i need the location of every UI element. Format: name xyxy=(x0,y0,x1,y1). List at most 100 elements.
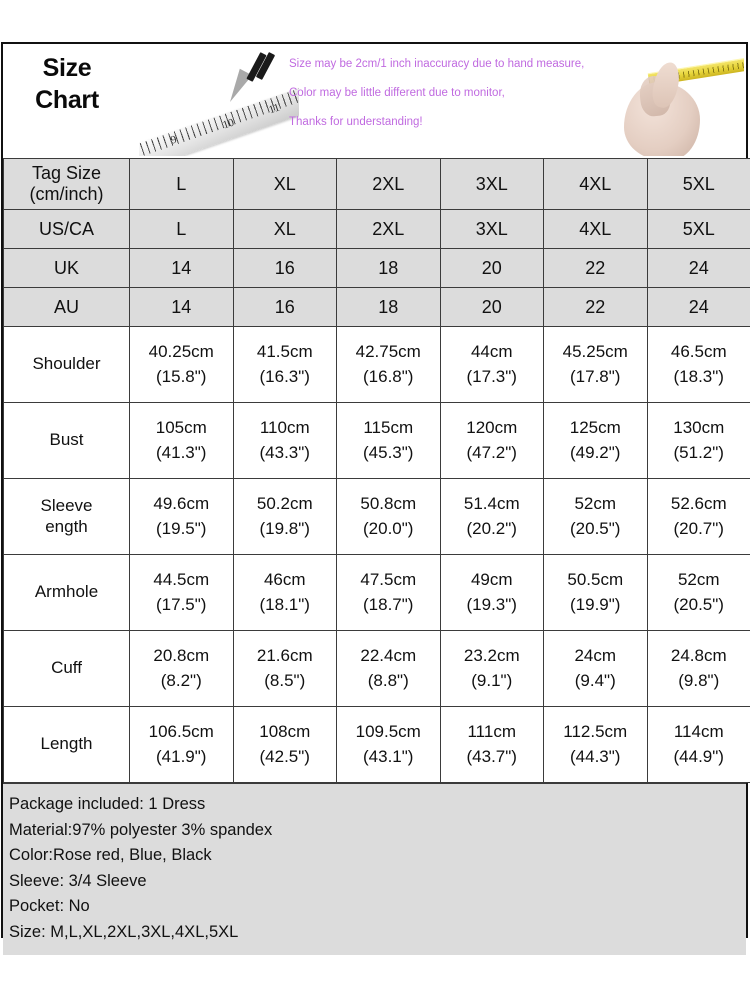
shoulder-col-3: 44cm (17.3") xyxy=(439,326,544,403)
row-label-bust-line1: Bust xyxy=(49,430,84,450)
sleeve-length-cm-5: 52.6cm xyxy=(670,493,727,513)
tag-size-col-5: 5XL xyxy=(646,158,750,210)
pen-and-ruler-photo: 9 10 11 xyxy=(139,50,299,156)
bust-cm-0: 105cm xyxy=(155,417,207,437)
tag-size-col-3: 3XL xyxy=(439,158,544,210)
table-row-length: Length 106.5cm (41.9") 108cm (42.5") 109… xyxy=(3,706,750,783)
page-title-line2: Chart xyxy=(35,86,99,114)
length-inch-1: (42.5") xyxy=(259,746,310,766)
table-row-cuff: Cuff 20.8cm (8.2") 21.6cm (8.5") 22.4cm … xyxy=(3,630,750,707)
us-ca-col-2: 2XL xyxy=(336,209,441,249)
bust-cm-5: 130cm xyxy=(673,417,725,437)
table-row-armhole: Armhole 44.5cm (17.5") 46cm (18.1") 47.5… xyxy=(3,554,750,631)
uk-col-2: 18 xyxy=(336,248,441,288)
au-col-3: 20 xyxy=(439,287,544,327)
armhole-col-5: 52cm (20.5") xyxy=(646,554,750,631)
product-details: Package included: 1 Dress Material:97% p… xyxy=(3,783,746,956)
row-label-shoulder: Shoulder xyxy=(3,326,130,403)
tag-size-col-0: L xyxy=(129,158,234,210)
armhole-cm-2: 47.5cm xyxy=(360,569,417,589)
shoulder-cm-5: 46.5cm xyxy=(670,341,727,361)
bust-col-2: 115cm (45.3") xyxy=(336,402,441,479)
sleeve-length-col-3: 51.4cm (20.2") xyxy=(439,478,544,555)
shoulder-inch-4: (17.8") xyxy=(570,366,621,386)
armhole-inch-3: (19.3") xyxy=(466,594,517,614)
table-row-us-ca: US/CA L XL 2XL 3XL 4XL 5XL xyxy=(3,209,750,249)
armhole-col-3: 49cm (19.3") xyxy=(439,554,544,631)
length-cm-4: 112.5cm xyxy=(563,721,628,741)
disclaimer-line-1: Size may be 2cm/1 inch inaccuracy due to… xyxy=(289,58,585,70)
shoulder-cm-2: 42.75cm xyxy=(355,341,421,361)
length-inch-0: (41.9") xyxy=(156,746,207,766)
row-label-length: Length xyxy=(3,706,130,783)
length-col-1: 108cm (42.5") xyxy=(232,706,337,783)
au-col-4: 22 xyxy=(543,287,648,327)
table-row-au: AU 14 16 18 20 22 24 xyxy=(3,287,750,327)
length-cm-2: 109.5cm xyxy=(355,721,421,741)
armhole-col-2: 47.5cm (18.7") xyxy=(336,554,441,631)
page-title-line1: Size xyxy=(42,54,92,82)
cuff-cm-5: 24.8cm xyxy=(670,645,727,665)
table-row-uk: UK 14 16 18 20 22 24 xyxy=(3,248,750,288)
bust-inch-0: (41.3") xyxy=(156,442,207,462)
sleeve-length-cm-3: 51.4cm xyxy=(463,493,520,513)
armhole-col-4: 50.5cm (19.9") xyxy=(543,554,648,631)
sleeve-length-inch-0: (19.5") xyxy=(156,518,207,538)
uk-col-4: 22 xyxy=(543,248,648,288)
armhole-cm-1: 46cm xyxy=(263,569,306,589)
bust-inch-5: (51.2") xyxy=(673,442,724,462)
shoulder-inch-0: (15.8") xyxy=(156,366,207,386)
armhole-cm-3: 49cm xyxy=(470,569,513,589)
row-label-armhole: Armhole xyxy=(3,554,130,631)
cuff-col-5: 24.8cm (9.8") xyxy=(646,630,750,707)
sleeve-length-inch-2: (20.0") xyxy=(363,518,414,538)
sleeve-length-inch-3: (20.2") xyxy=(466,518,517,538)
detail-pocket: Pocket: No xyxy=(9,897,90,916)
armhole-inch-2: (18.7") xyxy=(363,594,414,614)
sleeve-length-col-5: 52.6cm (20.7") xyxy=(646,478,750,555)
armhole-col-0: 44.5cm (17.5") xyxy=(129,554,234,631)
us-ca-col-5: 5XL xyxy=(646,209,750,249)
bust-cm-2: 115cm xyxy=(363,417,414,437)
cuff-inch-2: (8.8") xyxy=(367,670,409,690)
shoulder-cm-3: 44cm xyxy=(470,341,513,361)
cuff-col-2: 22.4cm (8.8") xyxy=(336,630,441,707)
cuff-inch-5: (9.8") xyxy=(678,670,720,690)
row-label-armhole-line1: Armhole xyxy=(34,582,99,602)
detail-sleeve: Sleeve: 3/4 Sleeve xyxy=(9,871,147,890)
cuff-inch-1: (8.5") xyxy=(264,670,306,690)
shoulder-cm-0: 40.25cm xyxy=(148,341,214,361)
bust-cm-4: 125cm xyxy=(569,417,621,437)
sleeve-length-cm-0: 49.6cm xyxy=(153,493,210,513)
us-ca-col-3: 3XL xyxy=(439,209,544,249)
armhole-inch-1: (18.1") xyxy=(259,594,310,614)
disclaimer-line-2: Color may be little different due to mon… xyxy=(289,87,505,100)
bust-inch-3: (47.2") xyxy=(466,442,517,462)
cuff-col-3: 23.2cm (9.1") xyxy=(439,630,544,707)
shoulder-col-4: 45.25cm (17.8") xyxy=(543,326,648,403)
uk-col-5: 24 xyxy=(646,248,750,288)
row-label-sleeve-length: Sleeve ength xyxy=(3,478,130,555)
table-row-tag-size: Tag Size (cm/inch) L XL 2XL 3XL 4XL 5XL xyxy=(3,158,750,210)
sleeve-length-col-0: 49.6cm (19.5") xyxy=(129,478,234,555)
detail-color: Color:Rose red, Blue, Black xyxy=(9,846,212,865)
row-label-shoulder-line1: Shoulder xyxy=(32,354,101,374)
cuff-col-4: 24cm (9.4") xyxy=(543,630,648,707)
row-label-cuff: Cuff xyxy=(3,630,130,707)
sleeve-length-inch-4: (20.5") xyxy=(570,518,621,538)
shoulder-cm-1: 41.5cm xyxy=(256,341,313,361)
cuff-inch-3: (9.1") xyxy=(471,670,513,690)
bust-col-3: 120cm (47.2") xyxy=(439,402,544,479)
shoulder-col-2: 42.75cm (16.8") xyxy=(336,326,441,403)
shoulder-inch-1: (16.3") xyxy=(259,366,310,386)
row-label-sleeve-length-line1: Sleeve xyxy=(40,496,93,516)
length-inch-2: (43.1") xyxy=(363,746,414,766)
shoulder-col-5: 46.5cm (18.3") xyxy=(646,326,750,403)
length-inch-4: (44.3") xyxy=(570,746,621,766)
sleeve-length-inch-5: (20.7") xyxy=(673,518,724,538)
sleeve-length-cm-2: 50.8cm xyxy=(360,493,417,513)
bust-col-0: 105cm (41.3") xyxy=(129,402,234,479)
table-row-sleeve-length: Sleeve ength 49.6cm (19.5") 50.2cm (19.8… xyxy=(3,478,750,555)
au-col-0: 14 xyxy=(129,287,234,327)
uk-col-1: 16 xyxy=(232,248,337,288)
